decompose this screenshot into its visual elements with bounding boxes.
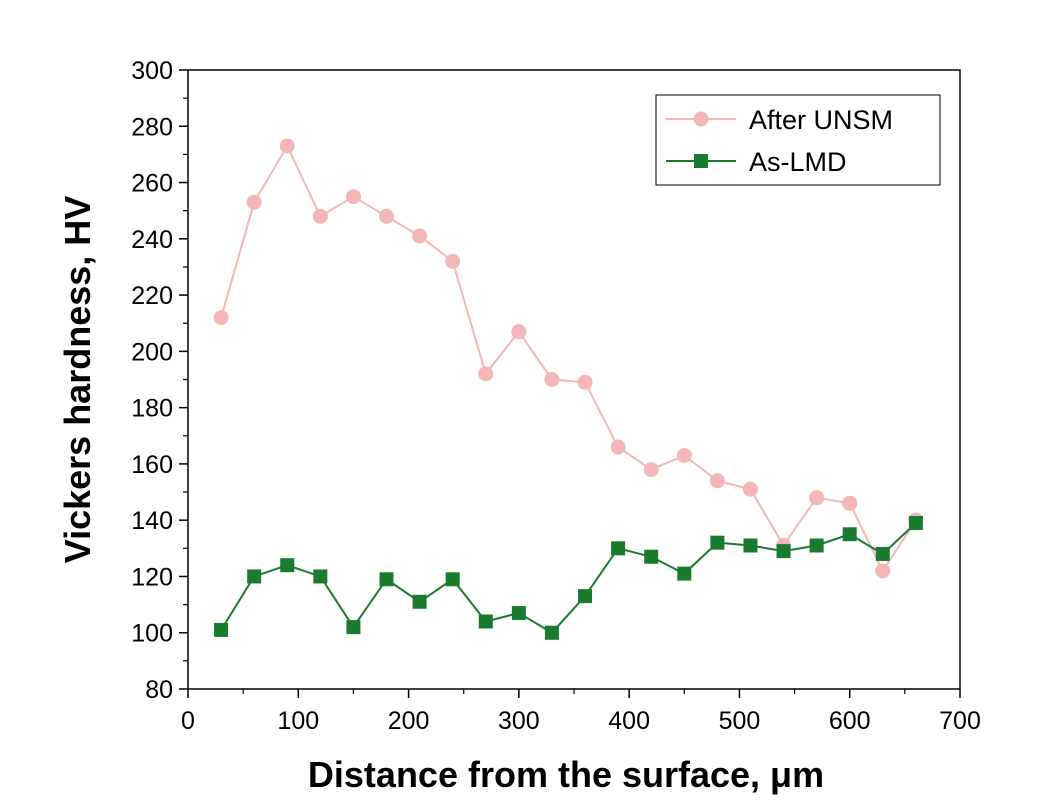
data-point-as-lmd — [611, 541, 626, 556]
y-tick-label: 140 — [131, 507, 173, 535]
data-point-as-lmd — [247, 569, 262, 584]
data-point-after-unsm — [676, 447, 692, 463]
data-point-as-lmd — [842, 527, 857, 542]
data-point-as-lmd — [346, 620, 361, 635]
series-after-unsm — [213, 138, 924, 579]
data-point-after-unsm — [445, 253, 461, 269]
data-point-after-unsm — [478, 366, 494, 382]
x-tick-label: 100 — [277, 707, 319, 735]
data-point-after-unsm — [279, 138, 295, 154]
data-point-after-unsm — [742, 481, 758, 497]
data-point-as-lmd — [214, 622, 229, 637]
data-point-as-lmd — [379, 572, 394, 587]
y-tick-label: 100 — [131, 620, 173, 648]
data-point-as-lmd — [908, 515, 923, 530]
legend-item-as-lmd: As-LMD — [666, 147, 847, 177]
series-line-as-lmd — [220, 522, 917, 635]
data-point-as-lmd — [743, 538, 758, 553]
x-axis: 0 100 200 300 400 500 600 700 — [181, 689, 981, 735]
x-tick-label: 500 — [719, 707, 761, 735]
y-tick-label: 200 — [131, 338, 173, 366]
y-tick-label: 240 — [131, 226, 173, 254]
data-point-after-unsm — [213, 310, 229, 326]
data-point-as-lmd — [776, 544, 791, 559]
data-point-after-unsm — [544, 372, 560, 387]
data-point-after-unsm — [709, 473, 725, 489]
data-point-after-unsm — [412, 228, 428, 244]
data-point-after-unsm — [511, 324, 527, 340]
data-point-after-unsm — [610, 439, 626, 455]
legend-item-after-unsm: After UNSM — [666, 105, 893, 135]
x-tick-label: 700 — [939, 707, 981, 735]
series-line-after-unsm — [220, 143, 917, 573]
legend-box — [655, 94, 941, 186]
y-tick-label: 120 — [131, 563, 173, 591]
y-tick-label: 280 — [131, 113, 173, 141]
data-point-as-lmd — [544, 625, 559, 640]
data-point-as-lmd — [313, 569, 328, 584]
x-tick-label: 0 — [181, 707, 195, 735]
data-point-as-lmd — [644, 549, 659, 564]
data-point-as-lmd — [578, 589, 593, 604]
data-point-as-lmd — [875, 546, 890, 561]
legend-label-after-unsm: After UNSM — [749, 105, 893, 135]
data-point-as-lmd — [677, 566, 692, 581]
y-tick-label: 300 — [131, 57, 173, 85]
data-point-as-lmd — [809, 538, 824, 553]
data-point-as-lmd — [511, 606, 526, 621]
y-tick-label: 260 — [131, 170, 173, 198]
legend-label-as-lmd: As-LMD — [749, 147, 847, 177]
series-as-lmd — [214, 515, 923, 640]
data-point-after-unsm — [246, 194, 262, 210]
data-point-as-lmd — [445, 572, 460, 587]
data-point-after-unsm — [875, 563, 891, 579]
x-tick-label: 300 — [498, 707, 540, 735]
data-point-as-lmd — [710, 535, 725, 550]
y-tick-label: 160 — [131, 451, 173, 479]
data-point-after-unsm — [842, 495, 858, 511]
y-tick-label: 180 — [131, 395, 173, 423]
x-axis-title: Distance from the surface, μm — [308, 754, 824, 795]
y-axis: 80 100 120 140 160 180 200 220 240 260 280 300 — [131, 57, 188, 704]
series-layer — [213, 138, 924, 640]
legend-marker-after-unsm — [693, 111, 709, 127]
x-tick-label: 400 — [608, 707, 650, 735]
data-point-after-unsm — [312, 208, 328, 224]
data-point-as-lmd — [412, 594, 427, 609]
x-tick-label: 200 — [388, 707, 430, 735]
data-point-as-lmd — [478, 614, 493, 629]
y-tick-label: 220 — [131, 282, 173, 310]
data-point-after-unsm — [643, 462, 659, 478]
data-point-after-unsm — [577, 374, 593, 390]
y-axis-title: Vickers hardness, HV — [57, 196, 98, 564]
data-point-as-lmd — [280, 558, 295, 573]
legend: After UNSM As-LMD — [655, 94, 941, 186]
y-tick-label: 80 — [145, 676, 173, 704]
data-point-after-unsm — [345, 189, 361, 205]
x-tick-label: 600 — [829, 707, 871, 735]
data-point-after-unsm — [379, 208, 395, 224]
data-point-after-unsm — [809, 490, 825, 506]
legend-marker-as-lmd — [694, 154, 708, 168]
